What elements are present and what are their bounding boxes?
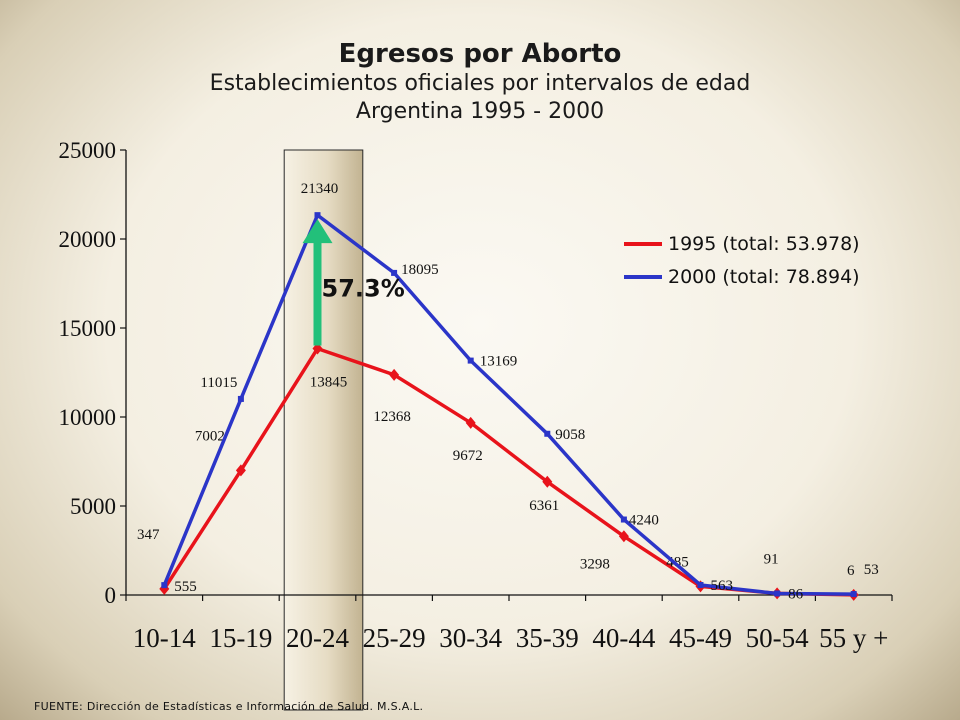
data-point-marker [618, 530, 629, 543]
y-tick-label: 5000 [70, 494, 116, 519]
data-label: 3298 [580, 556, 610, 572]
increase-arrow-head [302, 219, 333, 244]
x-tick-label: 40-44 [592, 623, 655, 653]
data-label: 13845 [310, 375, 348, 391]
series-line-2000 [162, 213, 854, 596]
data-label: 7002 [195, 428, 225, 444]
legend-label: 2000 (total: 78.894) [668, 266, 860, 288]
x-tick-label: 10-14 [133, 623, 196, 653]
y-tick-label: 20000 [59, 227, 117, 252]
increase-arrow-shaft [313, 241, 322, 346]
x-tick-label: 20-24 [286, 623, 349, 653]
x-tick-label: 15-19 [209, 623, 272, 653]
data-point-marker [774, 590, 781, 597]
data-point-marker [850, 591, 857, 598]
chart-subtitle: Establecimientos oficiales por intervalo… [209, 71, 751, 96]
x-tick-label: 55 y + [819, 623, 888, 653]
increase-percent-label: 57.3% [322, 275, 405, 303]
y-tick-label: 10000 [59, 405, 117, 430]
data-label: 18095 [401, 262, 439, 278]
data-point-marker [237, 395, 244, 402]
data-label: 4240 [629, 513, 659, 529]
y-tick-label: 15000 [59, 316, 117, 341]
data-label: 555 [174, 579, 197, 595]
data-label: 6361 [529, 498, 559, 514]
data-point-marker [620, 516, 627, 523]
data-point-marker [235, 464, 246, 477]
highlight-band [283, 149, 364, 711]
data-label: 21340 [301, 181, 339, 197]
chart-subtitle-2: Argentina 1995 - 2000 [355, 99, 605, 124]
data-label: 13169 [480, 354, 518, 370]
data-label: 563 [711, 578, 734, 594]
x-tick-label: 30-34 [439, 623, 502, 653]
data-label: 9672 [453, 448, 483, 464]
data-point-marker [389, 368, 400, 381]
x-tick-label: 50-54 [746, 623, 809, 653]
data-label: 347 [137, 527, 160, 543]
data-label: 6 [847, 563, 855, 579]
data-point-marker [391, 269, 398, 276]
data-point-marker [544, 430, 551, 437]
data-label: 91 [764, 551, 779, 567]
data-label: 86 [788, 586, 804, 602]
data-point-marker [542, 475, 553, 488]
x-tick-label: 35-39 [516, 623, 579, 653]
data-label: 9058 [555, 427, 585, 443]
chart-title-block: Egresos por Aborto Establecimientos ofic… [0, 38, 960, 126]
data-point-marker [161, 582, 168, 589]
x-tick-label: 45-49 [669, 623, 732, 653]
y-tick-label: 0 [105, 583, 117, 608]
x-tick-label: 25-29 [363, 623, 426, 653]
legend-label: 1995 (total: 53.978) [668, 233, 860, 255]
data-label: 11015 [200, 375, 237, 391]
chart-title: Egresos por Aborto [338, 39, 622, 69]
data-point-marker [314, 212, 321, 219]
data-point-marker [467, 357, 474, 364]
source-note: FUENTE: Dirección de Estadísticas e Info… [34, 700, 424, 713]
data-point-marker [697, 581, 704, 588]
y-tick-label: 25000 [59, 138, 117, 163]
series-line-1995 [162, 346, 854, 597]
data-label: 53 [864, 562, 879, 578]
data-point-marker [465, 416, 476, 429]
data-label: 12368 [373, 409, 411, 425]
